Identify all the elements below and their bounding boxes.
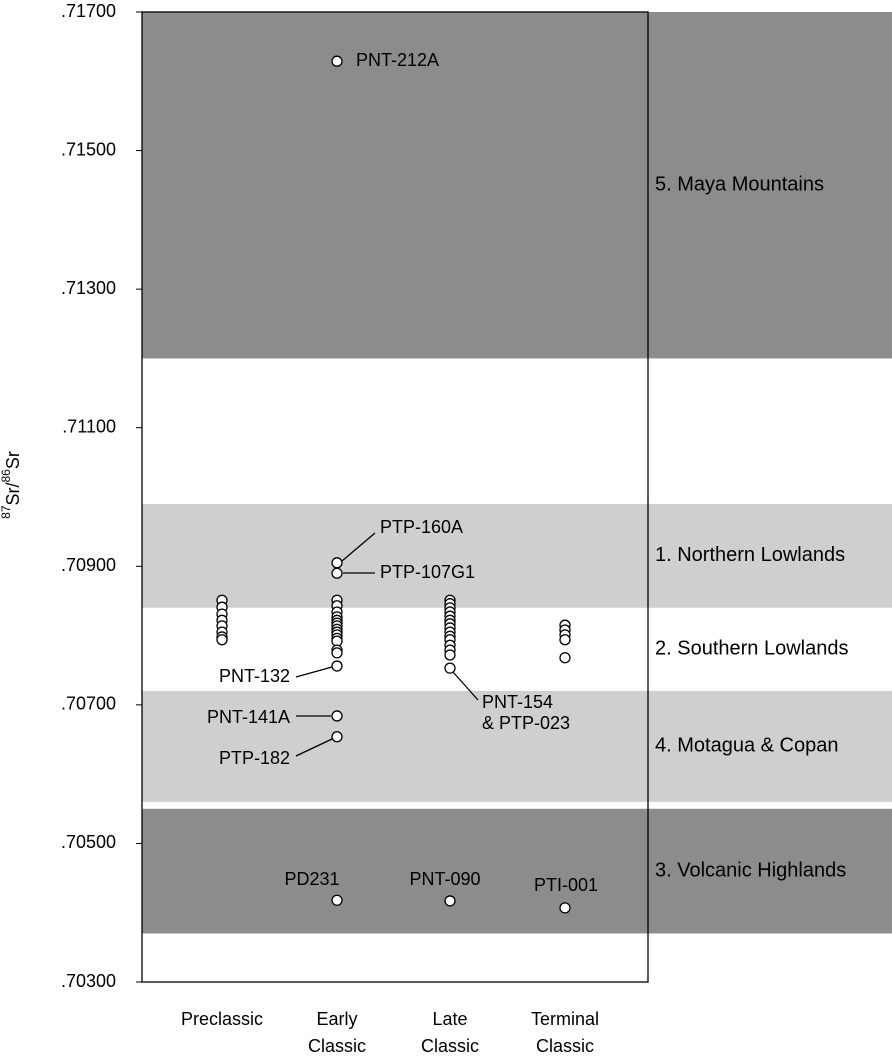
data-point	[559, 902, 571, 914]
data-point	[216, 634, 228, 646]
region-label: 1. Northern Lowlands	[655, 544, 845, 566]
data-point	[331, 557, 343, 569]
data-point	[331, 660, 343, 672]
region-band	[142, 691, 892, 802]
leader-line	[452, 671, 479, 701]
data-point	[444, 895, 456, 907]
region-band	[142, 12, 892, 359]
point-label: PD231	[284, 869, 339, 889]
y-axis-label: 87Sr/86Sr	[0, 451, 23, 519]
region-label: 5. Maya Mountains	[655, 173, 824, 195]
x-tick-label: Early Classic	[308, 1009, 366, 1056]
data-point	[331, 710, 343, 722]
x-tick-label: Preclassic	[181, 1009, 263, 1029]
data-point	[331, 894, 343, 906]
y-tick-label: .70300	[61, 971, 116, 991]
region-label: 2. Southern Lowlands	[655, 638, 848, 660]
leader-line	[341, 532, 376, 562]
plot-frame	[141, 11, 649, 983]
y-tick-label: .71300	[61, 278, 116, 298]
y-tick-label: .70900	[61, 555, 116, 575]
point-label: PNT-090	[409, 869, 480, 889]
data-point	[559, 634, 571, 646]
y-tick-label: .70700	[61, 694, 116, 714]
point-label: PTP-182	[219, 748, 290, 768]
point-label: PNT-212A	[356, 50, 439, 70]
region-band	[142, 607, 892, 691]
region-label: 3. Volcanic Highlands	[655, 859, 846, 881]
point-label: PNT-141A	[207, 707, 290, 727]
y-tick-label: .71100	[62, 416, 116, 436]
data-point	[331, 731, 343, 743]
y-tick-label: .70500	[61, 832, 116, 852]
data-point	[331, 567, 343, 579]
point-label: PNT-132	[219, 666, 290, 686]
leader-line	[295, 666, 333, 678]
y-tick-label: .71500	[61, 139, 116, 159]
point-label: PTP-160A	[380, 517, 463, 537]
point-label: PNT-154 & PTP-023	[482, 692, 570, 733]
leader-line	[295, 738, 333, 757]
data-point	[331, 55, 343, 67]
data-point	[444, 662, 456, 674]
data-point	[444, 649, 456, 661]
x-tick-label: Terminal Classic	[531, 1009, 599, 1056]
region-band	[142, 808, 892, 934]
point-label: PTI-001	[534, 875, 598, 895]
point-label: PTP-107G1	[380, 562, 475, 582]
data-point	[559, 652, 571, 664]
region-label: 4. Motagua & Copan	[655, 735, 838, 757]
data-point	[331, 647, 343, 659]
y-tick-label: .71700	[61, 1, 116, 21]
region-band	[142, 503, 892, 608]
x-tick-label: Late Classic	[421, 1009, 479, 1056]
